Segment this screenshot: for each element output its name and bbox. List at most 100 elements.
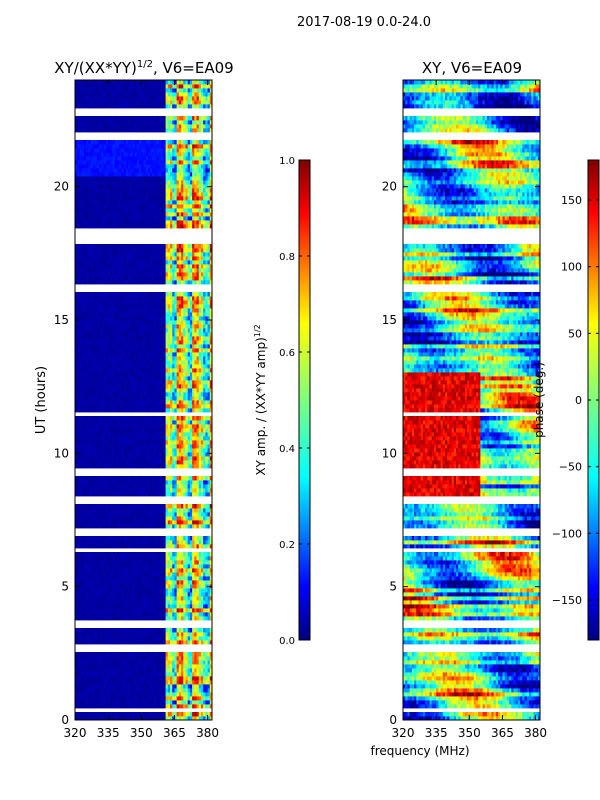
heatmap-cell <box>77 504 80 509</box>
heatmap-cell <box>143 396 147 401</box>
heatmap-cell <box>143 432 147 437</box>
heatmap-cell <box>172 416 175 421</box>
heatmap-cell <box>101 488 105 493</box>
heatmap-cell <box>192 716 195 720</box>
heatmap-cell <box>81 484 85 489</box>
heatmap-cell <box>141 360 144 365</box>
heatmap-cell <box>123 580 127 585</box>
heatmap-cell <box>83 464 87 469</box>
heatmap-cell <box>161 520 164 525</box>
heatmap-cell <box>108 372 111 377</box>
heatmap-cell <box>92 460 96 465</box>
heatmap-cell <box>200 436 204 441</box>
heatmap-cell <box>170 664 173 669</box>
heatmap-cell <box>198 512 202 517</box>
heatmap-cell <box>128 408 131 413</box>
heatmap-cell <box>196 676 200 681</box>
heatmap-cell <box>205 400 208 405</box>
heatmap-cell <box>83 424 87 429</box>
heatmap-cell <box>174 504 178 509</box>
heatmap-cell <box>183 536 186 541</box>
heatmap-cell <box>203 364 206 369</box>
heatmap-cell <box>141 416 144 421</box>
heatmap-cell <box>88 492 91 497</box>
heatmap-cell <box>125 408 129 413</box>
heatmap-cell <box>128 536 131 541</box>
heatmap-cell <box>128 716 131 720</box>
heatmap-cell <box>81 488 85 493</box>
heatmap-cell <box>198 632 202 637</box>
heatmap-cell <box>105 604 109 609</box>
heatmap-cell <box>167 592 171 597</box>
heatmap-cell <box>209 636 212 641</box>
heatmap-cell <box>183 520 186 525</box>
heatmap-cell <box>88 604 91 609</box>
heatmap-cell <box>176 452 180 457</box>
heatmap-cell <box>189 584 193 589</box>
heatmap-cell <box>88 588 91 593</box>
heatmap-cell <box>154 636 158 641</box>
heatmap-cell <box>192 576 195 581</box>
heatmap-cell <box>178 640 182 645</box>
heatmap-cell <box>176 552 180 557</box>
heatmap-cell <box>134 348 138 353</box>
heatmap-cell <box>116 640 120 645</box>
heatmap-cell <box>88 420 91 425</box>
heatmap-cell <box>192 684 195 689</box>
heatmap-cell <box>150 440 153 445</box>
heatmap-cell <box>79 640 83 645</box>
heatmap-cell <box>83 676 87 681</box>
heatmap-cell <box>88 384 91 389</box>
heatmap-cell <box>81 660 85 665</box>
heatmap-cell <box>181 520 184 525</box>
heatmap-cell <box>196 384 200 389</box>
heatmap-cell <box>196 376 200 381</box>
heatmap-cell <box>187 388 191 393</box>
heatmap-cell <box>121 716 125 720</box>
heatmap-cell <box>128 520 131 525</box>
heatmap-cell <box>158 588 162 593</box>
heatmap-cell <box>77 512 80 517</box>
heatmap-cell <box>147 676 151 681</box>
heatmap-cell <box>121 392 125 397</box>
heatmap-cell <box>134 680 138 685</box>
heatmap-cell <box>154 484 158 489</box>
heatmap-cell <box>176 668 180 673</box>
heatmap-cell <box>172 512 175 517</box>
heatmap-cell <box>125 668 129 673</box>
heatmap-cell <box>119 516 122 521</box>
heatmap-cell <box>101 480 105 485</box>
heatmap-cell <box>103 344 107 349</box>
heatmap-cell <box>143 436 147 441</box>
heatmap-cell <box>103 388 107 393</box>
heatmap-cell <box>132 492 136 497</box>
heatmap-cell <box>194 604 197 609</box>
heatmap-cell <box>134 612 138 617</box>
heatmap-cell <box>141 612 144 617</box>
heatmap-cell <box>130 652 133 657</box>
heatmap-cell <box>90 508 94 513</box>
heatmap-cell <box>158 560 162 565</box>
heatmap-cell <box>196 488 200 493</box>
heatmap-cell <box>134 556 138 561</box>
heatmap-cell <box>154 520 158 525</box>
heatmap-cell <box>92 552 96 557</box>
heatmap-cell <box>86 484 89 489</box>
heatmap-cell <box>121 512 125 517</box>
heatmap-cell <box>92 484 96 489</box>
heatmap-cell <box>178 428 182 433</box>
heatmap-cell <box>192 712 195 717</box>
heatmap-cell <box>203 544 206 549</box>
heatmap-cell <box>139 424 142 429</box>
heatmap-cell <box>141 456 144 461</box>
heatmap-cell <box>187 576 191 581</box>
heatmap-cell <box>125 508 129 513</box>
heatmap-cell <box>170 416 173 421</box>
heatmap-cell <box>141 516 144 521</box>
heatmap-cell <box>194 428 197 433</box>
heatmap-cell <box>145 652 149 657</box>
heatmap-cell <box>88 632 91 637</box>
heatmap-cell <box>121 704 125 709</box>
heatmap-cell <box>136 584 140 589</box>
heatmap-cell <box>152 672 155 677</box>
